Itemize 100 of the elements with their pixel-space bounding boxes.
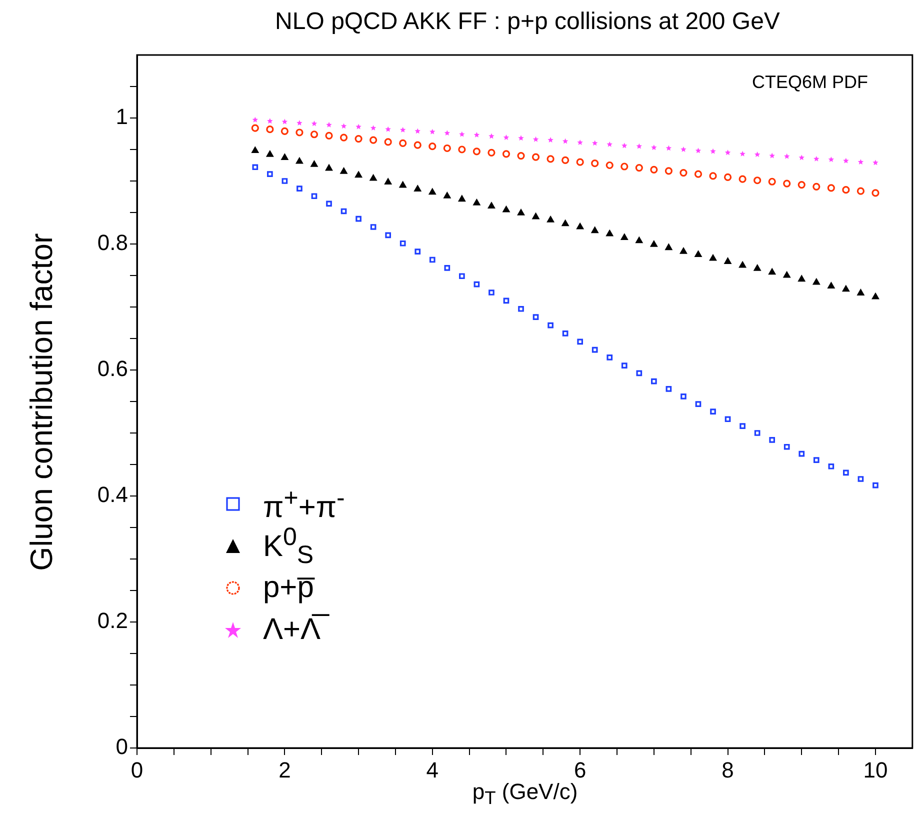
point bbox=[266, 150, 274, 157]
point bbox=[872, 189, 880, 197]
point bbox=[754, 264, 761, 271]
point bbox=[474, 132, 480, 138]
point bbox=[532, 314, 539, 320]
point bbox=[592, 140, 598, 146]
point bbox=[724, 150, 731, 156]
point bbox=[591, 226, 598, 234]
point bbox=[488, 133, 494, 139]
point bbox=[326, 164, 332, 171]
point bbox=[548, 137, 554, 142]
y-tick-label: 0.4 bbox=[97, 482, 128, 508]
chart-title: NLO pQCD AKK FF : p+p collisions at 200 GeV bbox=[274, 8, 781, 36]
point bbox=[606, 230, 614, 236]
point bbox=[282, 118, 288, 124]
point bbox=[606, 141, 612, 147]
point bbox=[473, 199, 480, 206]
point bbox=[325, 132, 333, 140]
point bbox=[370, 174, 377, 181]
point bbox=[843, 158, 849, 164]
point bbox=[266, 126, 274, 134]
y-tick-label: 0 bbox=[116, 734, 128, 760]
point bbox=[576, 158, 584, 166]
point bbox=[547, 216, 554, 222]
point bbox=[620, 234, 628, 240]
point bbox=[740, 423, 746, 429]
point bbox=[428, 142, 436, 150]
point bbox=[666, 386, 672, 392]
point bbox=[680, 248, 687, 254]
x-tick-label: 2 bbox=[278, 757, 291, 782]
point bbox=[400, 126, 406, 132]
point bbox=[458, 195, 466, 202]
point bbox=[650, 166, 658, 174]
point bbox=[606, 354, 613, 360]
point bbox=[429, 256, 436, 263]
y-axis-title: Gluon contribution factor bbox=[24, 233, 60, 571]
x-tick-label: 8 bbox=[722, 757, 734, 782]
point bbox=[769, 152, 775, 158]
point bbox=[532, 213, 540, 220]
point bbox=[267, 118, 273, 124]
point bbox=[488, 202, 495, 208]
point bbox=[518, 135, 524, 141]
point bbox=[858, 476, 864, 482]
y-tick-label: 0.2 bbox=[97, 608, 128, 634]
point bbox=[856, 187, 865, 195]
point bbox=[430, 128, 436, 134]
point bbox=[842, 186, 850, 194]
point bbox=[738, 175, 746, 183]
point bbox=[783, 180, 791, 188]
point bbox=[414, 185, 422, 192]
point bbox=[694, 250, 702, 258]
point bbox=[281, 154, 288, 160]
point bbox=[784, 153, 790, 159]
point bbox=[400, 240, 406, 246]
point bbox=[710, 148, 716, 154]
point bbox=[356, 216, 362, 222]
point bbox=[428, 188, 436, 195]
point bbox=[340, 123, 347, 129]
point bbox=[562, 220, 569, 226]
point bbox=[813, 278, 820, 285]
point bbox=[812, 182, 820, 190]
point bbox=[562, 156, 570, 164]
point bbox=[724, 416, 731, 422]
point bbox=[399, 139, 407, 147]
point bbox=[280, 127, 288, 136]
point bbox=[311, 193, 318, 200]
point bbox=[385, 232, 392, 238]
point bbox=[414, 248, 421, 254]
point bbox=[740, 150, 746, 156]
point bbox=[636, 237, 643, 244]
point bbox=[814, 156, 820, 162]
point bbox=[724, 258, 732, 264]
point bbox=[252, 116, 258, 122]
point bbox=[591, 160, 599, 168]
point bbox=[326, 200, 332, 207]
point bbox=[828, 282, 835, 289]
point bbox=[296, 158, 303, 164]
point bbox=[296, 120, 302, 126]
point bbox=[296, 128, 304, 136]
point bbox=[443, 144, 451, 152]
point bbox=[651, 378, 657, 384]
point bbox=[592, 346, 598, 353]
point bbox=[798, 154, 804, 160]
point bbox=[517, 152, 525, 160]
point bbox=[783, 272, 790, 278]
point bbox=[695, 148, 702, 154]
point bbox=[311, 120, 318, 126]
y-tick-label: 1 bbox=[116, 104, 128, 130]
point bbox=[310, 130, 318, 138]
point bbox=[251, 124, 259, 132]
point bbox=[724, 173, 732, 182]
point bbox=[694, 170, 702, 178]
point bbox=[340, 168, 348, 174]
point bbox=[620, 162, 628, 170]
legend-label: π$^{+}$+π$^{-}$ bbox=[263, 484, 345, 524]
point bbox=[340, 208, 347, 214]
point bbox=[385, 126, 391, 132]
point bbox=[651, 144, 657, 150]
point bbox=[739, 262, 746, 268]
point bbox=[503, 134, 510, 140]
